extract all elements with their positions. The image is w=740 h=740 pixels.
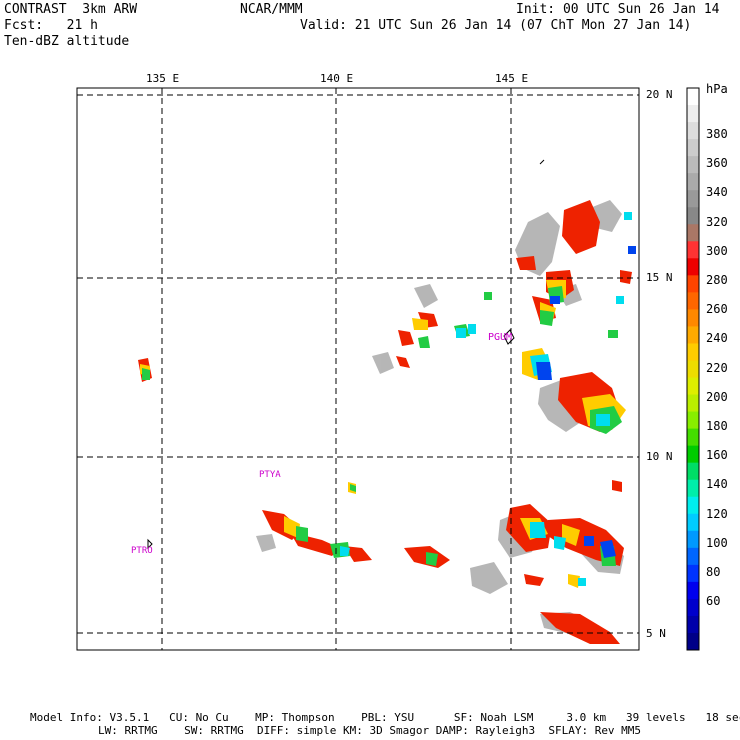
colorbar [686, 87, 700, 651]
lon-label-145: 145 E [495, 72, 529, 85]
colorbar-swatch [687, 326, 699, 344]
colorbar-label: 160 [706, 448, 728, 463]
lat-label-10: 10 N [646, 450, 673, 463]
reflectivity-fields [138, 200, 636, 644]
colorbar-swatch [687, 122, 699, 140]
colorbar-swatch [687, 411, 699, 430]
colorbar-swatch [687, 275, 699, 293]
colorbar-swatch [687, 530, 699, 549]
coastlines [147, 159, 545, 550]
lon-label-140: 140 E [320, 72, 354, 85]
model-info-line1: Model Info: V3.5.1 CU: No Cu MP: Thompso… [30, 711, 740, 724]
colorbar-swatch [687, 581, 699, 600]
colorbar-swatch [687, 564, 699, 583]
colorbar-label: 240 [706, 331, 728, 346]
field-name: Ten-dBZ altitude [4, 34, 130, 49]
station-ptro: PTRO [131, 546, 153, 556]
colorbar-swatch [687, 224, 699, 242]
colorbar-label: 60 [706, 594, 721, 609]
model-info-line2: LW: RRTMG SW: RRTMG DIFF: simple KM: 3D … [98, 724, 642, 737]
colorbar-label: 120 [706, 506, 728, 521]
colorbar-label: 140 [706, 477, 728, 492]
colorbar-swatch [687, 632, 699, 651]
colorbar-swatch [687, 394, 699, 413]
colorbar-label: 300 [706, 243, 728, 258]
lat-lon-grid [77, 88, 639, 650]
colorbar-swatch [687, 309, 699, 327]
colorbar-swatch [687, 105, 699, 123]
station-pgum: PGUM [488, 332, 513, 343]
colorbar-swatch [687, 547, 699, 566]
colorbar-swatch [687, 88, 699, 106]
colorbar-swatch [687, 190, 699, 208]
colorbar-swatch [687, 513, 699, 532]
center-label: NCAR/MMM [240, 2, 303, 17]
colorbar-label: 280 [706, 273, 728, 287]
colorbar-swatch [687, 241, 699, 259]
colorbar-swatch [687, 428, 699, 447]
station-ptya: PTYA [259, 470, 281, 480]
valid-time: Valid: 21 UTC Sun 26 Jan 14 (07 ChT Mon … [300, 18, 692, 33]
colorbar-swatch [687, 343, 699, 361]
colorbar-label: 340 [706, 185, 728, 200]
lat-label-15: 15 N [646, 271, 673, 284]
colorbar-swatch [687, 360, 699, 379]
lat-label-20: 20 N [646, 88, 673, 101]
colorbar-unit: hPa [706, 82, 728, 96]
colorbar-swatch [687, 615, 699, 634]
colorbar-label: 80 [706, 565, 721, 579]
colorbar-label: 220 [706, 360, 728, 375]
colorbar-label: 200 [706, 389, 728, 404]
colorbar-swatch [687, 377, 699, 396]
colorbar-swatch [687, 479, 699, 498]
colorbar-swatch [687, 598, 699, 617]
init-time: Init: 00 UTC Sun 26 Jan 14 [516, 2, 720, 17]
colorbar-label: 380 [706, 127, 728, 141]
colorbar-swatch [687, 445, 699, 464]
forecast-hour: Fcst: 21 h [4, 18, 98, 33]
model-title: CONTRAST 3km ARW [4, 2, 138, 17]
colorbar-swatch [687, 496, 699, 515]
colorbar-swatch [687, 139, 699, 157]
colorbar-label: 100 [706, 535, 728, 550]
colorbar-swatch [687, 292, 699, 310]
colorbar-swatch [687, 462, 699, 481]
colorbar-label: 360 [706, 156, 728, 171]
colorbar-swatch [687, 207, 699, 225]
colorbar-label: 180 [706, 419, 728, 433]
colorbar-label: 260 [706, 302, 728, 317]
colorbar-swatch [687, 156, 699, 174]
colorbar-frame [686, 87, 700, 651]
colorbar-swatch [687, 258, 699, 276]
lon-label-135: 135 E [146, 72, 180, 85]
lat-label-5: 5 N [646, 627, 666, 640]
colorbar-swatch [687, 173, 699, 191]
colorbar-label: 320 [706, 214, 728, 229]
map-frame [76, 87, 640, 651]
